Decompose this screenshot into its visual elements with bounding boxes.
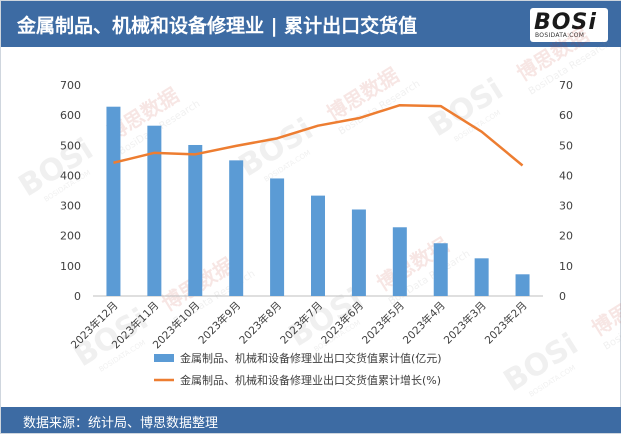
bar bbox=[229, 160, 244, 296]
legend-bar-label: 金属制品、机械和设备修理业出口交货值累计值(亿元) bbox=[180, 351, 442, 365]
bar bbox=[147, 125, 162, 296]
line-series bbox=[113, 103, 524, 167]
right-axis-tick-label: 20 bbox=[559, 230, 573, 243]
left-axis-tick-label: 100 bbox=[60, 260, 81, 273]
left-axis: 0 100 200 300 400 500 600 700 bbox=[60, 79, 81, 303]
bosi-logo: BOSi BOSIDATA.COM bbox=[530, 8, 608, 42]
left-axis-tick-label: 500 bbox=[60, 139, 81, 152]
data-source: 数据来源：统计局、博思数据整理 bbox=[23, 416, 219, 431]
bar bbox=[106, 106, 121, 297]
x-axis-tick-label: 2023年4月 bbox=[400, 299, 448, 347]
legend: 金属制品、机械和设备修理业出口交货值累计值(亿元) 金属制品、机械和设备修理业出口… bbox=[154, 351, 442, 387]
bar bbox=[515, 274, 530, 296]
right-axis-tick-label: 60 bbox=[559, 109, 573, 122]
legend-bar-swatch bbox=[154, 354, 174, 362]
right-axis: 0 10 20 30 40 50 60 70 bbox=[559, 79, 573, 303]
bar bbox=[433, 243, 448, 296]
legend-line-label: 金属制品、机械和设备修理业出口交货值累计增长(%) bbox=[180, 373, 441, 387]
bar bbox=[188, 144, 203, 296]
left-axis-tick-label: 600 bbox=[60, 109, 81, 122]
bar bbox=[270, 178, 285, 296]
right-axis-tick-label: 40 bbox=[559, 169, 573, 182]
x-axis-tick-label: 2023年3月 bbox=[441, 299, 489, 347]
x-axis-tick-label: 2023年5月 bbox=[359, 299, 407, 347]
left-axis-tick-label: 0 bbox=[74, 290, 81, 303]
right-axis-tick-label: 50 bbox=[559, 139, 573, 152]
footer-bar: 数据来源：统计局、博思数据整理 bbox=[1, 407, 621, 433]
bar bbox=[311, 195, 325, 296]
logo-subtext: BOSIDATA.COM bbox=[535, 32, 585, 39]
bar bbox=[392, 227, 407, 296]
left-axis-tick-label: 300 bbox=[60, 200, 81, 213]
right-axis-tick-label: 70 bbox=[559, 79, 573, 92]
title-bar: 金属制品、机械和设备修理业 | 累计出口交货值 BOSi BOSIDATA.CO… bbox=[1, 1, 621, 47]
growth-line bbox=[113, 103, 524, 167]
right-axis-tick-label: 10 bbox=[559, 260, 573, 273]
chart-title: 金属制品、机械和设备修理业 | 累计出口交货值 bbox=[17, 15, 418, 37]
bar bbox=[474, 258, 489, 296]
left-axis-tick-label: 400 bbox=[60, 169, 81, 182]
left-axis-tick-label: 200 bbox=[60, 230, 81, 243]
right-axis-tick-label: 30 bbox=[559, 200, 573, 213]
logo-text: BOSi bbox=[534, 10, 597, 35]
bar-series bbox=[106, 106, 530, 297]
x-axis-tick-label: 2023年2月 bbox=[482, 299, 530, 347]
left-axis-tick-label: 700 bbox=[60, 79, 81, 92]
bar bbox=[351, 209, 366, 296]
right-axis-tick-label: 0 bbox=[559, 290, 566, 303]
x-axis-tick-label: 2023年8月 bbox=[237, 299, 285, 347]
watermark-cn: 博思数据 bbox=[587, 278, 621, 341]
